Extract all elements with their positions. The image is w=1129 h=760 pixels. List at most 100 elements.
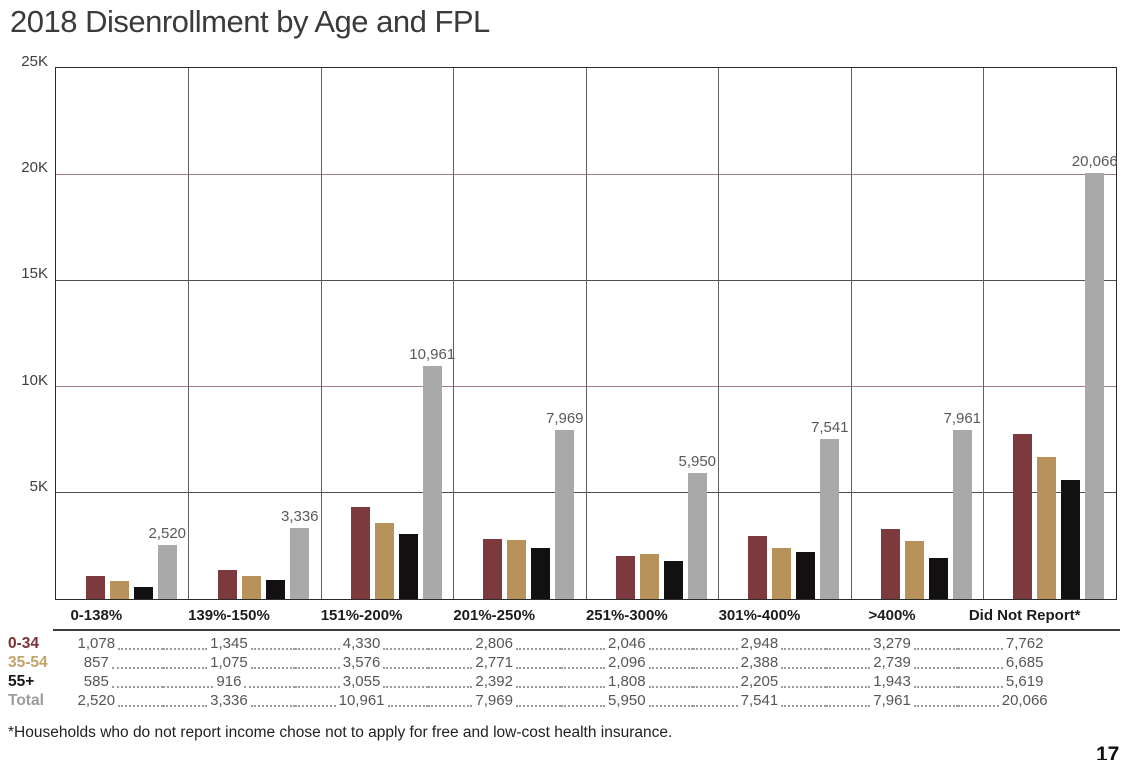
column-divider xyxy=(850,68,852,599)
leader-dots xyxy=(295,648,340,650)
leader-dots xyxy=(825,686,871,688)
bar-55+ xyxy=(1061,479,1081,599)
leader-dots xyxy=(515,667,561,669)
leader-dots xyxy=(560,667,606,669)
table-cell: 4,330 xyxy=(295,634,428,653)
cell-value: 857 xyxy=(83,654,109,671)
leader-dots xyxy=(111,686,163,688)
bar-group-301%-400%: 7,541 xyxy=(719,419,852,599)
category-label: Did Not Report* xyxy=(968,607,1081,624)
cell-value: 1,808 xyxy=(608,673,646,690)
leader-dots xyxy=(383,686,428,688)
leader-dots xyxy=(913,686,959,688)
total-bar-value-label: 7,961 xyxy=(943,409,982,427)
bar-group-251%-300%: 5,950 xyxy=(586,453,719,599)
cell-value: 2,205 xyxy=(740,673,779,690)
table-cell: 1,075 xyxy=(162,653,296,672)
table-cell: 1,345 xyxy=(162,634,296,653)
cell-value: 3,055 xyxy=(342,673,381,690)
column-divider xyxy=(320,68,322,599)
cell-value: 5,950 xyxy=(608,692,646,709)
table-cell: 1,943 xyxy=(825,672,959,691)
category-label: 301%-400% xyxy=(718,607,801,624)
bar-Total: 7,969 xyxy=(546,410,584,599)
leader-dots xyxy=(383,667,428,669)
table-cell: 10,961 xyxy=(295,691,428,710)
leader-dots xyxy=(515,686,561,688)
cell-value: 2,771 xyxy=(475,654,513,671)
table-cell: 857 xyxy=(30,653,163,672)
bar-Total: 2,520 xyxy=(148,525,186,599)
cell-value: 7,762 xyxy=(1005,635,1044,652)
table-cell: 585 xyxy=(30,672,163,691)
row-values: 585 916 3,055 2,392 1,808 2,205 1,943 5,619 xyxy=(30,672,1091,691)
bar-group-151%-200%: 10,961 xyxy=(321,346,455,599)
leader-dots xyxy=(244,686,296,688)
leader-dots xyxy=(427,648,473,650)
cell-value: 2,046 xyxy=(608,635,646,652)
leader-dots xyxy=(427,667,473,669)
table-cell: 2,096 xyxy=(560,653,694,672)
leader-dots xyxy=(250,667,296,669)
leader-dots xyxy=(913,667,959,669)
bar-0-34 xyxy=(85,576,105,599)
leader-dots xyxy=(958,686,1003,688)
cell-value: 2,388 xyxy=(740,654,779,671)
table-cell: 5,950 xyxy=(560,691,694,710)
bar-55+ xyxy=(398,534,418,599)
category-label: 201%-250% xyxy=(453,607,536,624)
total-bar-value-label: 5,950 xyxy=(678,452,717,470)
table-cell: 2,739 xyxy=(825,653,959,672)
leader-dots xyxy=(913,705,959,707)
leader-dots xyxy=(693,686,738,688)
row-header: 35-54 xyxy=(8,654,48,671)
leader-dots xyxy=(648,667,694,669)
table-cell: 7,541 xyxy=(693,691,826,710)
table-cell: 20,066 xyxy=(958,691,1091,710)
table-row-55+: 55+ 585 916 3,055 2,392 1,808 2,205 1,943 5,619 xyxy=(0,672,1117,691)
leader-dots xyxy=(250,705,296,707)
category-label: >400% xyxy=(868,607,916,624)
leader-dots xyxy=(162,667,208,669)
bar-Total: 7,961 xyxy=(943,410,981,599)
cell-value: 6,685 xyxy=(1005,654,1044,671)
cell-value: 1,078 xyxy=(77,635,116,652)
table-cell: 2,520 xyxy=(30,691,163,710)
category-label: 151%-200% xyxy=(320,607,403,624)
table-cell: 5,619 xyxy=(958,672,1091,691)
y-tick-label: 15K xyxy=(21,265,48,283)
cell-value: 7,969 xyxy=(475,692,513,709)
leader-dots xyxy=(111,667,163,669)
bar-35-54 xyxy=(374,523,394,599)
leader-dots xyxy=(693,648,738,650)
cell-value: 7,541 xyxy=(740,692,779,709)
leader-dots xyxy=(913,648,959,650)
table-cell: 6,685 xyxy=(958,653,1091,672)
table-cell: 2,388 xyxy=(693,653,826,672)
cell-value: 3,576 xyxy=(342,654,381,671)
bar-55+ xyxy=(796,552,816,599)
leader-dots xyxy=(427,686,473,688)
leader-dots xyxy=(295,686,340,688)
leader-dots xyxy=(427,705,473,707)
leader-dots xyxy=(781,686,826,688)
total-bar-value-label: 20,066 xyxy=(1071,152,1118,170)
page-number: 17 xyxy=(1096,743,1120,760)
cell-value: 916 xyxy=(216,673,242,690)
leader-dots xyxy=(958,667,1003,669)
bar-55+ xyxy=(928,557,948,599)
plot-area: 2,520 3,336 10,961 7,969 5,950 7,541 7,961 20,0… xyxy=(55,67,1118,600)
footnote: *Households who do not report income cho… xyxy=(8,724,673,741)
bar-0-34 xyxy=(880,529,900,599)
bar-group-139%-150%: 3,336 xyxy=(189,508,322,599)
cell-value: 2,520 xyxy=(77,692,116,709)
leader-dots xyxy=(825,648,871,650)
table-cell: 2,771 xyxy=(427,653,561,672)
category-label: 139%-150% xyxy=(188,607,270,624)
leader-dots xyxy=(118,705,163,707)
bar-0-34 xyxy=(1013,434,1033,599)
row-header: Total xyxy=(8,692,44,709)
cell-value: 2,948 xyxy=(740,635,779,652)
y-tick-label: 25K xyxy=(21,53,48,70)
